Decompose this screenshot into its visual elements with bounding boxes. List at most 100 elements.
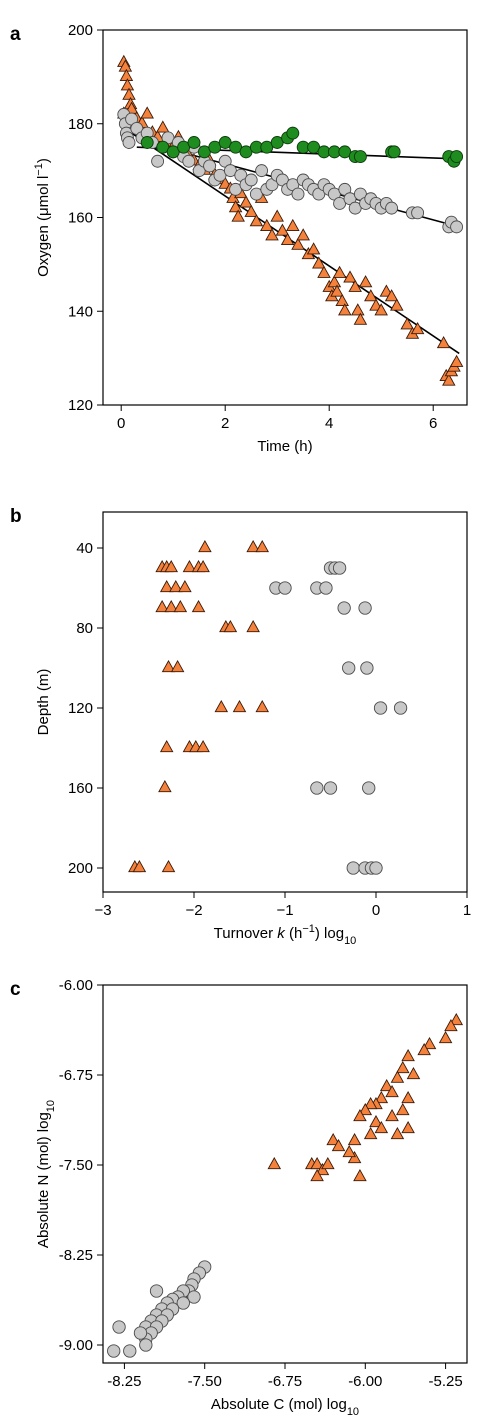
data-point-triangle (256, 541, 268, 552)
data-point-circle (412, 207, 424, 219)
panel-c: c -8.25 -7.50 -6.75 -6.00 -5.25 -9.00 -8.25 -7.5… (10, 977, 467, 1418)
x-tick-label: -8.25 (107, 1373, 141, 1390)
y-tick-label: 200 (68, 22, 93, 39)
data-point-triangle (402, 1092, 414, 1103)
data-point-circle (183, 155, 195, 167)
data-point-circle (123, 137, 135, 149)
y-tick-label: -6.75 (59, 1067, 93, 1084)
data-point-green (354, 151, 366, 163)
data-point-triangle (397, 1062, 409, 1073)
data-point-triangle (163, 861, 175, 872)
data-point-circle (256, 165, 268, 177)
data-point-green (451, 151, 463, 163)
data-point-triangle (308, 243, 320, 254)
data-point-triangle (397, 1104, 409, 1115)
series-1 (108, 1261, 211, 1357)
data-point-triangle (172, 661, 184, 672)
data-point-circle (204, 160, 216, 172)
data-point-triangle (268, 1158, 280, 1169)
data-point-triangle (354, 1170, 366, 1181)
data-point-triangle (193, 601, 205, 612)
data-point-green (141, 137, 153, 149)
data-point-triangle (440, 1032, 452, 1043)
data-point-circle (363, 782, 375, 794)
data-point-circle (359, 602, 371, 614)
x-tick-label: 0 (372, 902, 380, 919)
y-axis-title: Absolute N (mol) log10 (35, 1100, 57, 1248)
data-point-circle (361, 662, 373, 674)
data-point-triangle (276, 224, 288, 235)
data-point-triangle (438, 337, 450, 348)
x-tick-label: -7.50 (188, 1373, 222, 1390)
data-point-triangle (322, 1158, 334, 1169)
data-point-circle (245, 174, 257, 186)
data-point-triangle (349, 1134, 361, 1145)
data-point-circle (279, 582, 291, 594)
x-tick-label: 1 (463, 902, 471, 919)
data-point-circle (124, 1345, 136, 1357)
data-point-circle (324, 782, 336, 794)
x-tick-label: −1 (276, 902, 293, 919)
x-tick-label: 2 (221, 415, 229, 432)
panel-b: b −3 −2 −1 0 1 40 80 120 160 200 Turnover k (h−1) l… (10, 506, 471, 947)
y-tick-label: 180 (68, 116, 93, 133)
x-tick-label: 0 (117, 415, 125, 432)
data-point-circle (347, 862, 359, 874)
data-point-triangle (271, 210, 283, 221)
data-point-triangle (334, 267, 346, 278)
data-point-circle (113, 1321, 125, 1333)
data-point-triangle (159, 781, 171, 792)
data-point-triangle (179, 581, 191, 592)
data-point-circle (311, 782, 323, 794)
data-point-triangle (391, 1128, 403, 1139)
data-point-circle (338, 602, 350, 614)
y-tick-label: 40 (76, 540, 93, 557)
data-point-triangle (157, 121, 169, 132)
data-point-triangle (402, 1050, 414, 1061)
y-tick-label: -7.50 (59, 1157, 93, 1174)
data-point-circle (386, 202, 398, 214)
x-axis-title: Absolute C (mol) log10 (211, 1396, 359, 1418)
data-point-triangle (401, 318, 413, 329)
y-tick-label: 140 (68, 303, 93, 320)
data-point-triangle (407, 1068, 419, 1079)
data-point-triangle (343, 1146, 355, 1157)
series-1 (118, 108, 463, 233)
data-point-triangle (451, 356, 463, 367)
series-0 (129, 541, 268, 872)
data-point-triangle (247, 621, 259, 632)
series-0 (118, 56, 463, 386)
y-tick-label: -6.00 (59, 977, 93, 994)
y-tick-label: 80 (76, 620, 93, 637)
data-point-triangle (234, 701, 246, 712)
x-tick-label: -5.25 (428, 1373, 462, 1390)
x-tick-label: -6.75 (268, 1373, 302, 1390)
y-tick-label: -9.00 (59, 1337, 93, 1354)
data-point-circle (320, 582, 332, 594)
data-point-circle (370, 862, 382, 874)
y-tick-label: 160 (68, 210, 93, 227)
data-point-triangle (141, 107, 153, 118)
data-point-triangle (352, 304, 364, 315)
data-point-triangle (360, 276, 372, 287)
data-point-circle (108, 1345, 120, 1357)
data-point-green (287, 127, 299, 139)
data-point-green (388, 146, 400, 158)
data-point-triangle (199, 541, 211, 552)
y-tick-label: -8.25 (59, 1247, 93, 1264)
y-tick-label: 120 (68, 700, 93, 717)
x-axis-title: Turnover k (h−1) log10 (214, 923, 357, 947)
data-point-triangle (287, 220, 299, 231)
data-point-circle (343, 662, 355, 674)
panel-letter: c (10, 979, 21, 1000)
x-tick-label: 4 (325, 415, 333, 432)
data-point-triangle (402, 1122, 414, 1133)
data-point-triangle (215, 701, 227, 712)
y-tick-label: 200 (68, 860, 93, 877)
data-point-circle (140, 1339, 152, 1351)
data-point-circle (451, 221, 463, 233)
x-tick-label: 6 (429, 415, 437, 432)
series-0 (268, 1014, 462, 1181)
x-axis-title: Time (h) (257, 438, 312, 455)
